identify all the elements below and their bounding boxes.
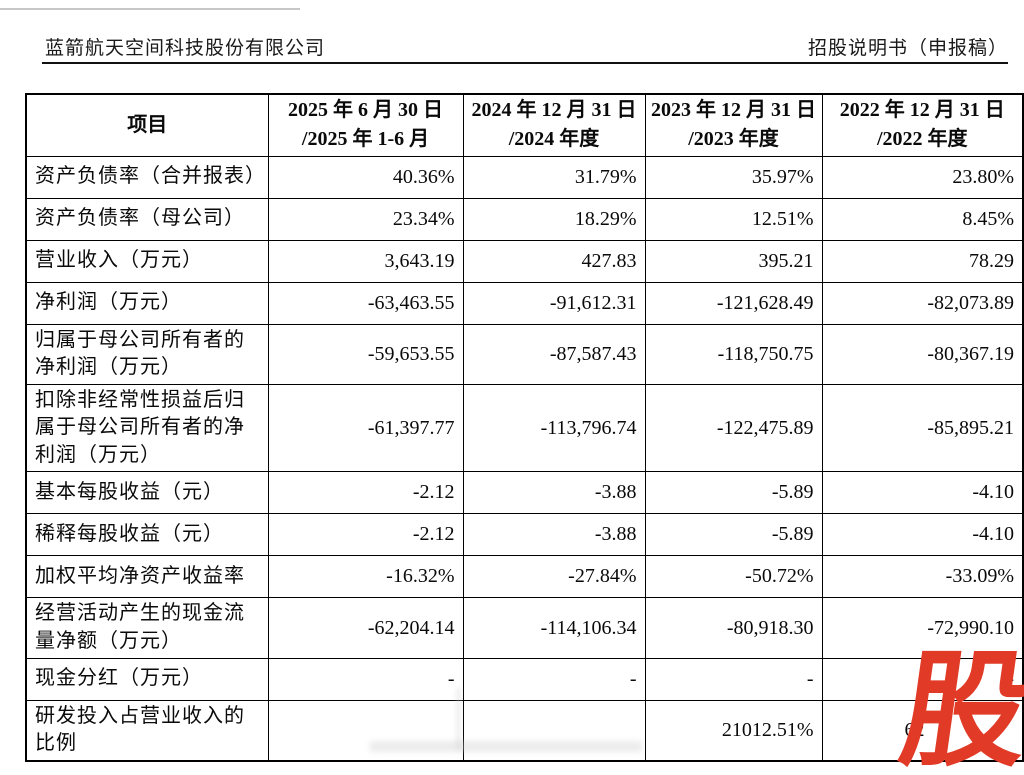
cell-value: -16.32% xyxy=(267,555,464,599)
cell-value: -85,895.21 xyxy=(821,383,1024,473)
table-row: 归属于母公司所有者的净利润（万元） -59,653.55 -87,587.43 -11… xyxy=(25,323,1024,385)
column-header-line1: 2025 年 6 月 30 日 xyxy=(288,99,443,122)
column-header-line2: /2023 年度 xyxy=(688,128,779,151)
table-row: 经营活动产生的现金流量净额（万元） -62,204.14 -114,106.34 -8… xyxy=(25,597,1024,659)
cell-value: - xyxy=(821,657,1024,701)
cell-value: 23.34% xyxy=(267,197,464,241)
cell-value: -87,587.43 xyxy=(462,323,646,385)
cell-value: - xyxy=(644,657,823,701)
table-header-row: 项目 2025 年 6 月 30 日/2025 年 1-6 月 2024 年 12 … xyxy=(25,93,1024,157)
cell-value: 31.79% xyxy=(462,155,646,199)
row-label: 研发投入占营业收入的比例 xyxy=(25,699,269,762)
cell-value: -61,397.77 xyxy=(267,383,464,473)
scan-smudge xyxy=(456,688,461,750)
table-body: 资产负债率（合并报表） 40.36% 31.79% 35.97% 23.80% 资产负债率… xyxy=(25,155,1024,762)
table-row: 稀释每股收益（元） -2.12 -3.88 -5.89 -4.10 xyxy=(25,513,1024,557)
document-title-header: 招股说明书（申报稿） xyxy=(807,38,1008,59)
table-row: 现金分红（万元） - - - - xyxy=(25,657,1024,701)
table-head: 项目 2025 年 6 月 30 日/2025 年 1-6 月 2024 年 12 … xyxy=(25,93,1024,157)
cell-value: 23.80% xyxy=(821,155,1024,199)
table-row: 扣除非经常性损益后归属于母公司所有者的净利润（万元） -61,397.77 -113… xyxy=(25,383,1024,473)
column-header: 2024 年 12 月 31 日/2024 年度 xyxy=(462,93,646,157)
scan-smudge xyxy=(370,741,642,752)
column-header: 2023 年 12 月 31 日/2023 年度 xyxy=(644,93,823,157)
cell-value: -62,204.14 xyxy=(267,597,464,659)
row-label: 营业收入（万元） xyxy=(25,239,269,283)
cell-value: - xyxy=(462,657,646,701)
column-header-line2: /2024 年度 xyxy=(508,128,600,151)
table-row: 营业收入（万元） 3,643.19 427.83 395.21 78.29 xyxy=(25,239,1024,283)
column-header-line1: 2023 年 12 月 31 日 xyxy=(651,99,816,122)
column-header: 项目 xyxy=(25,93,269,157)
row-label: 基本每股收益（元） xyxy=(25,471,269,515)
cell-value: -3.88 xyxy=(462,471,646,515)
cell-value: -50.72% xyxy=(644,555,823,599)
cell-value: -2.12 xyxy=(267,471,464,515)
column-header-line2: /2022 年度 xyxy=(876,128,968,151)
cell-value: -27.84% xyxy=(462,555,646,599)
table-row: 资产负债率（母公司） 23.34% 18.29% 12.51% 8.45% xyxy=(25,197,1024,241)
cell-value: -5.89 xyxy=(644,471,823,515)
row-label: 归属于母公司所有者的净利润（万元） xyxy=(25,323,269,385)
cell-value: -72,990.10 xyxy=(821,597,1024,659)
column-header-line2: /2025 年 1-6 月 xyxy=(301,128,430,151)
column-header-line1: 2022 年 12 月 31 日 xyxy=(839,99,1005,122)
row-label: 净利润（万元） xyxy=(25,281,269,325)
table-row: 净利润（万元） -63,463.55 -91,612.31 -121,628.49 -8… xyxy=(25,281,1024,325)
cell-value: -3.88 xyxy=(462,513,646,557)
cell-value: -118,750.75 xyxy=(644,323,823,385)
cell-value: -80,367.19 xyxy=(821,323,1024,385)
cell-value: 62 xyxy=(821,699,1024,762)
cell-value: 18.29% xyxy=(462,197,646,241)
scan-artifact-line xyxy=(0,8,300,10)
cell-value: 40.36% xyxy=(267,155,464,199)
cell-value: -33.09% xyxy=(821,555,1024,599)
row-label: 资产负债率（合并报表） xyxy=(25,155,269,199)
table-row: 研发投入占营业收入的比例 21012.51% 62 xyxy=(25,699,1024,762)
cell-value: -91,612.31 xyxy=(462,281,646,325)
row-label: 加权平均净资产收益率 xyxy=(25,555,269,599)
cell-value: 427.83 xyxy=(462,239,646,283)
cell-value: -2.12 xyxy=(267,513,464,557)
cell-value: - xyxy=(267,657,464,701)
cell-value: -4.10 xyxy=(821,471,1024,515)
cell-value: -122,475.89 xyxy=(644,383,823,473)
row-label: 稀释每股收益（元） xyxy=(25,513,269,557)
column-header-line1: 2024 年 12 月 31 日 xyxy=(471,99,637,122)
header-divider-rule xyxy=(42,62,1008,64)
row-label: 扣除非经常性损益后归属于母公司所有者的净利润（万元） xyxy=(25,383,269,473)
cell-value: 21012.51% xyxy=(644,699,823,762)
cell-value: -82,073.89 xyxy=(821,281,1024,325)
cell-value: 78.29 xyxy=(821,239,1024,283)
cell-value: 35.97% xyxy=(644,155,823,199)
row-label: 资产负债率（母公司） xyxy=(25,197,269,241)
cell-value: 395.21 xyxy=(644,239,823,283)
column-header: 2022 年 12 月 31 日/2022 年度 xyxy=(821,93,1024,157)
cell-value xyxy=(267,699,464,762)
cell-value: -63,463.55 xyxy=(267,281,464,325)
cell-value: -80,918.30 xyxy=(644,597,823,659)
table-row: 加权平均净资产收益率 -16.32% -27.84% -50.72% -33.09% xyxy=(25,555,1024,599)
financial-table: 项目 2025 年 6 月 30 日/2025 年 1-6 月 2024 年 12 … xyxy=(25,93,1024,762)
cell-value: -5.89 xyxy=(644,513,823,557)
cell-value: 3,643.19 xyxy=(267,239,464,283)
row-label: 经营活动产生的现金流量净额（万元） xyxy=(25,597,269,659)
cell-value: -121,628.49 xyxy=(644,281,823,325)
cell-value: 8.45% xyxy=(821,197,1024,241)
row-label: 现金分红（万元） xyxy=(25,657,269,701)
company-name-header: 蓝箭航天空间科技股份有限公司 xyxy=(45,38,326,59)
column-header: 2025 年 6 月 30 日/2025 年 1-6 月 xyxy=(267,93,464,157)
cell-value: -4.10 xyxy=(821,513,1024,557)
cell-value: 12.51% xyxy=(644,197,823,241)
column-header-line1: 项目 xyxy=(127,113,168,136)
cell-value: -113,796.74 xyxy=(462,383,646,473)
table-row: 资产负债率（合并报表） 40.36% 31.79% 35.97% 23.80% xyxy=(25,155,1024,199)
table-row: 基本每股收益（元） -2.12 -3.88 -5.89 -4.10 xyxy=(25,471,1024,515)
cell-value: -59,653.55 xyxy=(267,323,464,385)
cell-value: -114,106.34 xyxy=(462,597,646,659)
